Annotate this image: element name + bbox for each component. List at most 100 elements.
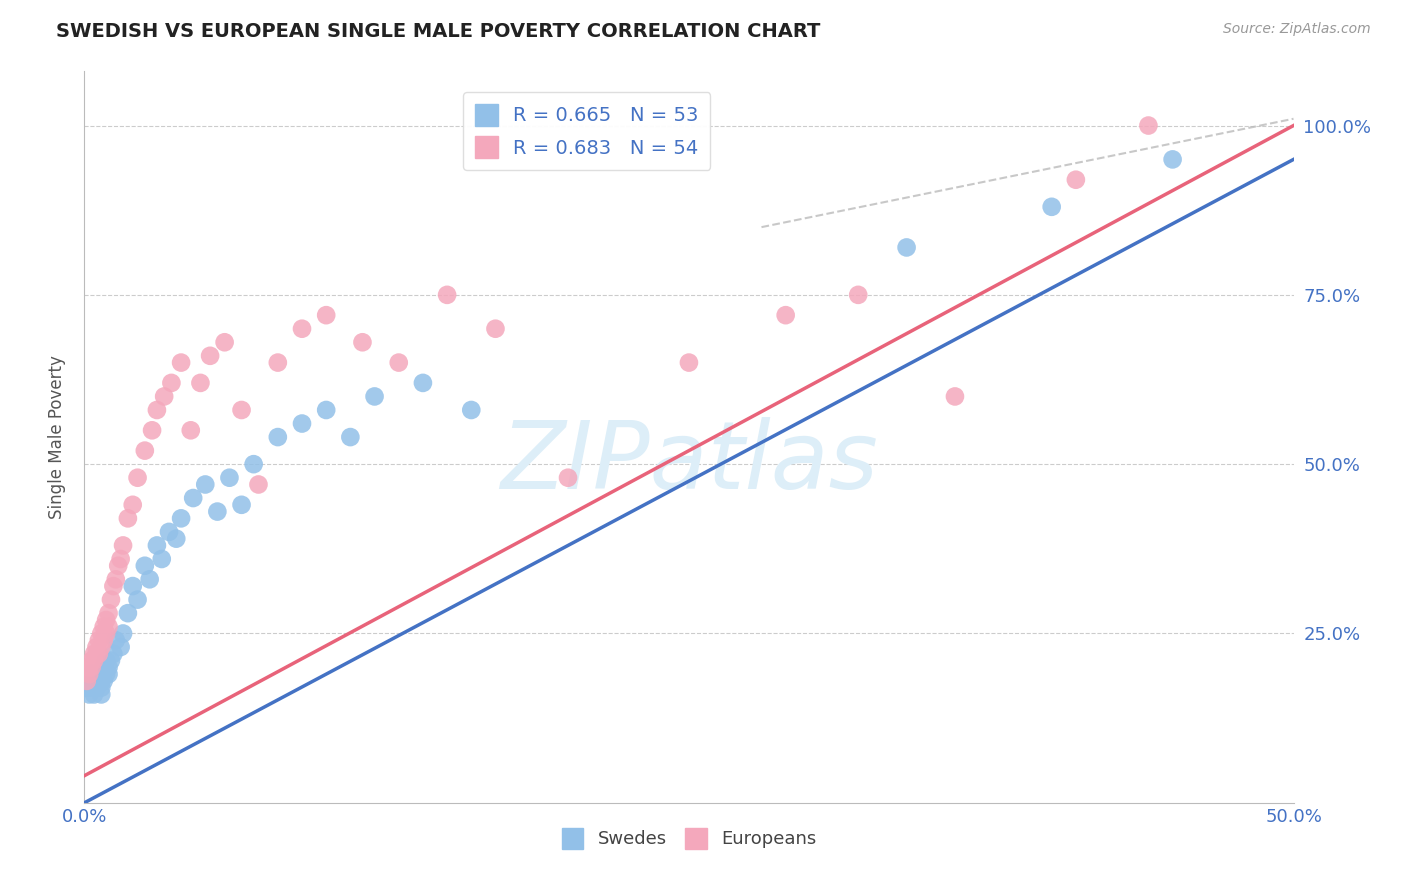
Point <box>103 579 125 593</box>
Point <box>90 640 112 654</box>
Point <box>94 667 117 681</box>
Point <box>104 572 127 586</box>
Point <box>207 505 229 519</box>
Point <box>90 688 112 702</box>
Point <box>86 647 108 661</box>
Point <box>170 355 193 369</box>
Point <box>94 613 117 627</box>
Point <box>87 673 110 688</box>
Point <box>1161 153 1184 167</box>
Point <box>90 681 112 695</box>
Point <box>94 654 117 668</box>
Point <box>315 403 337 417</box>
Point <box>218 471 240 485</box>
Point <box>97 660 120 674</box>
Point <box>86 681 108 695</box>
Point <box>214 335 236 350</box>
Point <box>141 423 163 437</box>
Point <box>412 376 434 390</box>
Point <box>83 681 105 695</box>
Point <box>134 558 156 573</box>
Point <box>170 511 193 525</box>
Point <box>943 389 966 403</box>
Point <box>150 552 173 566</box>
Point <box>157 524 180 539</box>
Point <box>86 673 108 688</box>
Point <box>83 673 105 688</box>
Point <box>77 688 100 702</box>
Point <box>87 633 110 648</box>
Point <box>93 660 115 674</box>
Point <box>80 660 103 674</box>
Point <box>76 673 98 688</box>
Point <box>103 647 125 661</box>
Point <box>77 660 100 674</box>
Point <box>231 403 253 417</box>
Y-axis label: Single Male Poverty: Single Male Poverty <box>48 355 66 519</box>
Point <box>247 477 270 491</box>
Point <box>87 667 110 681</box>
Point <box>80 654 103 668</box>
Point <box>315 308 337 322</box>
Point <box>678 355 700 369</box>
Point <box>127 592 149 607</box>
Point <box>97 606 120 620</box>
Point <box>80 667 103 681</box>
Point <box>93 673 115 688</box>
Point <box>97 620 120 634</box>
Point <box>146 538 169 552</box>
Point <box>460 403 482 417</box>
Point <box>104 633 127 648</box>
Point <box>190 376 212 390</box>
Point <box>83 647 105 661</box>
Point <box>97 667 120 681</box>
Point <box>165 532 187 546</box>
Point <box>846 288 869 302</box>
Text: ZIPatlas: ZIPatlas <box>501 417 877 508</box>
Text: Source: ZipAtlas.com: Source: ZipAtlas.com <box>1223 22 1371 37</box>
Point <box>76 681 98 695</box>
Point <box>94 626 117 640</box>
Point <box>267 355 290 369</box>
Point <box>180 423 202 437</box>
Point <box>86 640 108 654</box>
Point <box>90 626 112 640</box>
Point <box>267 430 290 444</box>
Point <box>194 477 217 491</box>
Point <box>77 667 100 681</box>
Point <box>77 673 100 688</box>
Point <box>134 443 156 458</box>
Point <box>896 240 918 254</box>
Point <box>121 498 143 512</box>
Point <box>138 572 160 586</box>
Point <box>363 389 385 403</box>
Point <box>153 389 176 403</box>
Point <box>388 355 411 369</box>
Point <box>160 376 183 390</box>
Point <box>87 647 110 661</box>
Point <box>291 322 314 336</box>
Point <box>121 579 143 593</box>
Point <box>112 626 135 640</box>
Point <box>352 335 374 350</box>
Point <box>198 349 221 363</box>
Legend: Swedes, Europeans: Swedes, Europeans <box>554 821 824 856</box>
Point <box>484 322 506 336</box>
Point <box>1137 119 1160 133</box>
Point <box>112 538 135 552</box>
Point <box>127 471 149 485</box>
Point <box>146 403 169 417</box>
Point <box>83 654 105 668</box>
Point <box>86 667 108 681</box>
Point <box>80 681 103 695</box>
Point <box>83 688 105 702</box>
Point <box>90 673 112 688</box>
Point <box>181 491 204 505</box>
Point <box>339 430 361 444</box>
Point <box>100 654 122 668</box>
Point <box>1040 200 1063 214</box>
Point <box>117 511 139 525</box>
Point <box>93 620 115 634</box>
Point <box>110 640 132 654</box>
Point <box>1064 172 1087 186</box>
